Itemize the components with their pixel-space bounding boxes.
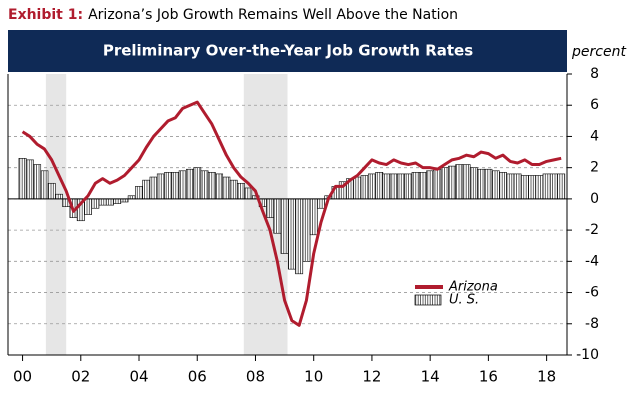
bar bbox=[499, 172, 507, 200]
bar bbox=[309, 198, 318, 236]
bar bbox=[411, 172, 420, 200]
bar bbox=[236, 182, 245, 200]
bar bbox=[142, 179, 151, 200]
bar bbox=[113, 198, 122, 204]
subtitle: Preliminary Over-the-Year Job Growth Rat… bbox=[103, 42, 473, 60]
bar bbox=[426, 170, 435, 200]
bar bbox=[164, 172, 173, 200]
bar bbox=[287, 198, 296, 270]
bar bbox=[542, 173, 551, 200]
bar bbox=[484, 168, 493, 200]
bar bbox=[171, 172, 180, 200]
x-tick-label: 18 bbox=[537, 368, 556, 386]
bar bbox=[440, 167, 449, 200]
bar bbox=[295, 198, 304, 275]
chart-title: Arizona’s Job Growth Remains Well Above … bbox=[88, 7, 458, 23]
bar bbox=[273, 198, 282, 234]
bar bbox=[418, 172, 427, 200]
y-tick-label: 4 bbox=[590, 128, 599, 144]
bar bbox=[520, 175, 529, 200]
bar bbox=[18, 158, 27, 200]
bar bbox=[84, 198, 93, 215]
bar bbox=[375, 172, 384, 200]
bar bbox=[98, 198, 107, 206]
bar bbox=[207, 172, 216, 200]
bar bbox=[105, 198, 114, 206]
y-tick-label: -6 bbox=[585, 285, 599, 301]
x-tick-label: 14 bbox=[421, 368, 440, 386]
bar bbox=[244, 187, 253, 200]
line bbox=[21, 100, 562, 327]
bar bbox=[557, 173, 566, 200]
bar bbox=[367, 173, 376, 200]
y-tick-label: -10 bbox=[576, 347, 599, 363]
subtitle-bar bbox=[8, 30, 567, 72]
bar bbox=[178, 170, 187, 200]
x-tick-label: 02 bbox=[71, 368, 90, 386]
y-tick-label: 0 bbox=[590, 191, 599, 207]
bar bbox=[353, 176, 362, 200]
bar bbox=[186, 168, 194, 200]
bar bbox=[229, 179, 238, 200]
bar bbox=[47, 182, 56, 200]
bar bbox=[397, 173, 405, 200]
bar bbox=[40, 170, 49, 200]
y-axis-label: percent bbox=[571, 44, 626, 60]
x-tick-label: 12 bbox=[362, 368, 381, 386]
bar bbox=[491, 170, 500, 200]
x-tick-label: 00 bbox=[13, 368, 32, 386]
bar bbox=[433, 168, 442, 200]
bar bbox=[149, 176, 158, 200]
bar bbox=[513, 173, 522, 200]
bar bbox=[469, 167, 478, 200]
legend-label: U. S. bbox=[449, 293, 479, 308]
bar bbox=[55, 193, 63, 200]
bar bbox=[302, 198, 311, 262]
bar bbox=[477, 168, 486, 200]
x-tick-label: 08 bbox=[246, 368, 265, 386]
legend-swatch bbox=[414, 294, 442, 306]
bar bbox=[462, 164, 471, 200]
x-tick-label: 10 bbox=[304, 368, 323, 386]
y-tick-label: 2 bbox=[590, 160, 599, 176]
x-tick-label: 04 bbox=[129, 368, 148, 386]
recession-shade bbox=[45, 74, 67, 355]
bar bbox=[404, 173, 413, 200]
bar bbox=[528, 175, 537, 200]
bar bbox=[448, 165, 456, 200]
x-tick-label: 16 bbox=[479, 368, 498, 386]
bar bbox=[549, 173, 558, 200]
y-tick-label: -8 bbox=[585, 316, 599, 332]
bar bbox=[382, 173, 391, 200]
bar bbox=[156, 173, 165, 200]
y-tick-label: -2 bbox=[585, 222, 599, 238]
exhibit-label: Exhibit 1: bbox=[8, 7, 83, 23]
bar bbox=[200, 170, 209, 200]
bar bbox=[25, 159, 34, 200]
y-tick-label: -4 bbox=[585, 253, 599, 269]
bar bbox=[506, 173, 515, 200]
legend-label: Arizona bbox=[448, 280, 498, 295]
header: Exhibit 1: Arizona’s Job Growth Remains W… bbox=[8, 7, 458, 23]
bar bbox=[280, 198, 289, 254]
bar bbox=[222, 176, 231, 200]
y-tick-label: 8 bbox=[590, 66, 599, 82]
bar bbox=[135, 186, 143, 200]
bar bbox=[266, 198, 274, 218]
bar bbox=[360, 175, 369, 200]
bar bbox=[91, 198, 100, 209]
x-tick-label: 06 bbox=[188, 368, 207, 386]
bar bbox=[535, 175, 544, 200]
bar bbox=[215, 173, 224, 200]
bar bbox=[33, 164, 42, 200]
bar bbox=[389, 173, 398, 200]
bar bbox=[455, 164, 464, 200]
bar bbox=[193, 167, 202, 200]
bar bbox=[317, 198, 325, 209]
y-tick-label: 6 bbox=[590, 97, 599, 113]
